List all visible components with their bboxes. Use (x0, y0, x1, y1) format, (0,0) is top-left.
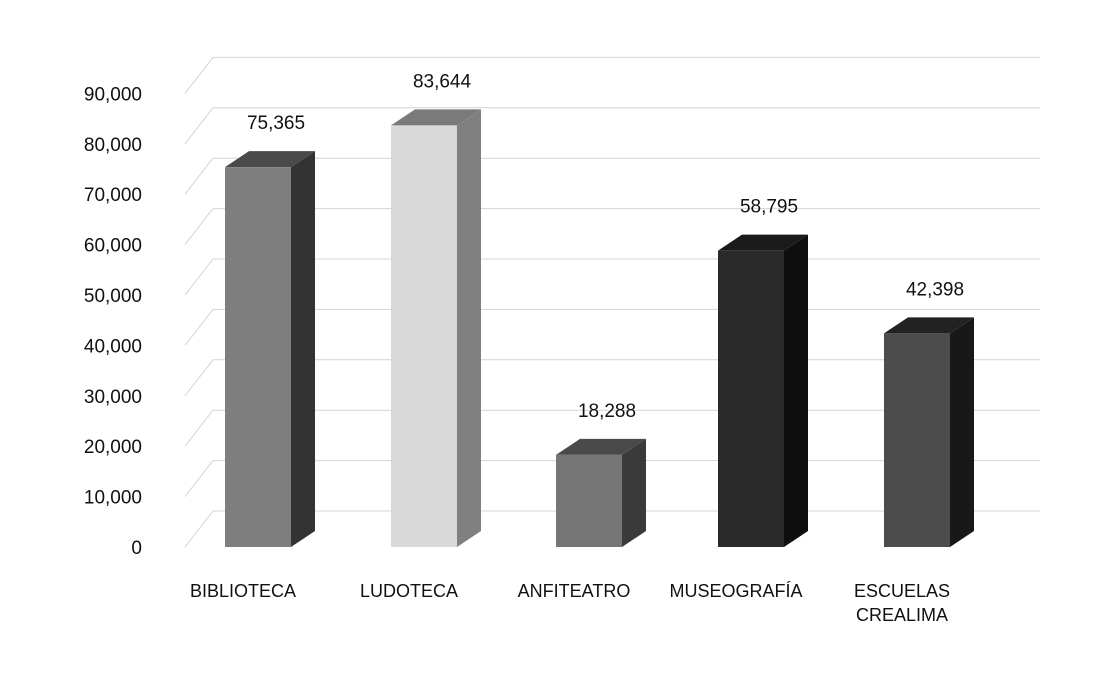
gridline-diagonal (184, 157, 214, 195)
data-label: 83,644 (413, 71, 472, 92)
data-labels: 75,365 83,644 18,288 58,795 42,398 (247, 71, 964, 421)
x-tick-label: LUDOTECA (360, 581, 458, 601)
bar-front (884, 333, 950, 547)
y-tick-label: 40,000 (84, 336, 142, 357)
gridline-diagonal (184, 409, 214, 447)
x-axis-labels: BIBLIOTECA LUDOTECA ANFITEATRO MUSEOGRAFÍA E… (190, 581, 950, 625)
bar-top (884, 317, 974, 334)
x-tick-label: ANFITEATRO (518, 581, 631, 601)
bar-top (718, 234, 808, 251)
y-tick-label: 50,000 (84, 286, 142, 307)
bar-side (291, 151, 315, 547)
gridline-diagonal (184, 57, 214, 94)
bar-1 (225, 151, 315, 547)
bar-front (556, 454, 622, 547)
data-label: 75,365 (247, 113, 305, 134)
bar-front (225, 167, 291, 547)
gridline-diagonal (184, 359, 214, 397)
y-tick-label: 30,000 (84, 387, 142, 408)
data-label: 18,288 (578, 401, 636, 422)
bar-front (718, 250, 784, 547)
gridline-diagonal (184, 309, 214, 346)
y-tick-label: 70,000 (84, 185, 142, 206)
bar-top (391, 109, 481, 126)
gridlines (184, 56, 1040, 548)
y-tick-label: 80,000 (84, 135, 142, 156)
bar-2 (391, 109, 481, 548)
y-axis-ticks: 0 10,000 20,000 30,000 40,000 50,000 60,000 70,… (84, 84, 142, 559)
y-tick-label: 60,000 (84, 236, 142, 257)
y-tick-label: 90,000 (84, 84, 142, 105)
x-tick-label: MUSEOGRAFÍA (669, 581, 802, 601)
y-tick-label: 20,000 (84, 437, 142, 458)
bar-side (950, 317, 974, 547)
y-tick-label: 10,000 (84, 488, 142, 509)
bar-5 (884, 317, 974, 547)
gridline-diagonal (184, 510, 214, 548)
gridline-diagonal (184, 208, 214, 245)
x-tick-label: CREALIMA (856, 605, 948, 625)
bar-side (784, 234, 808, 547)
bar-4 (718, 234, 808, 547)
gridline-diagonal (184, 258, 214, 296)
bars (225, 109, 974, 548)
bar-side (457, 109, 481, 548)
bar-top (556, 438, 646, 455)
bar-3 (556, 438, 646, 547)
gridline-diagonal (184, 460, 214, 497)
bar-top (225, 151, 315, 168)
gridline-diagonal (184, 107, 214, 145)
x-tick-label: ESCUELAS (854, 581, 950, 601)
y-tick-label: 0 (131, 538, 142, 559)
data-label: 58,795 (740, 197, 798, 218)
data-label: 42,398 (906, 279, 964, 300)
bar-front (391, 125, 457, 548)
bar-side (622, 438, 646, 547)
x-tick-label: BIBLIOTECA (190, 581, 296, 601)
